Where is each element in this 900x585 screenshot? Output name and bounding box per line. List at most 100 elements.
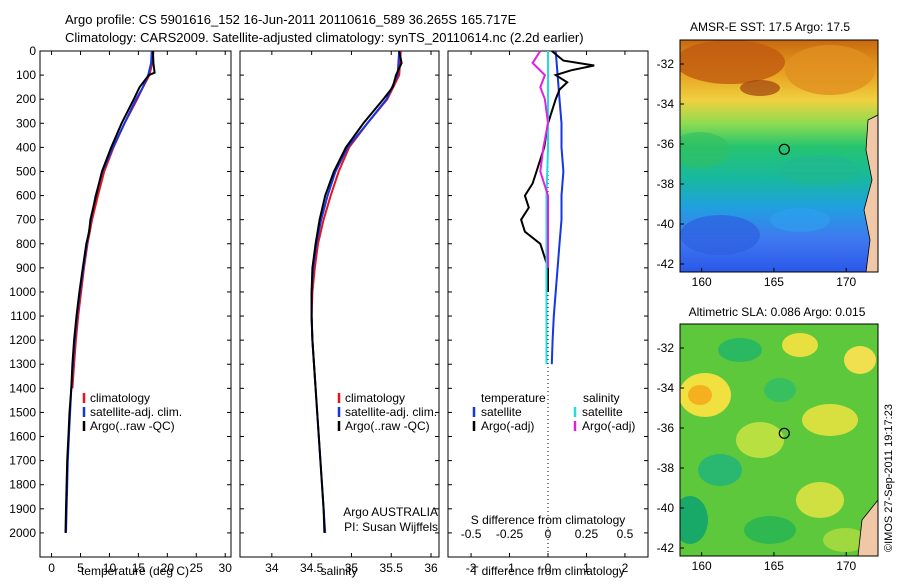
- x-tick-label: 35.5: [380, 561, 404, 575]
- depth-tick-label: 300: [16, 116, 36, 130]
- salinity-panel-frame: [239, 50, 440, 558]
- salinity-legend: climatology satellite-adj. clim. Argo(..…: [337, 391, 437, 433]
- x-tick-label: 25: [190, 561, 204, 575]
- difference-argo-adj-salinity-line: [531, 50, 550, 268]
- x-tick-label: 0: [48, 561, 55, 575]
- x-top-tick-label: -0.25: [496, 527, 524, 541]
- depth-tick-label: 700: [16, 213, 36, 227]
- map-x-tick-label: 160: [692, 275, 712, 289]
- x-tick-label: 20: [161, 561, 175, 575]
- x-tick-label: -1: [504, 561, 515, 575]
- x-tick-label: 35: [345, 561, 359, 575]
- depth-tick-label: 100: [16, 68, 36, 82]
- difference-xlabel-top: S difference from climatology: [471, 513, 626, 527]
- depth-tick-label: 1200: [9, 333, 36, 347]
- depth-tick-label: 1000: [9, 285, 36, 299]
- map-x-tick-label: 170: [836, 275, 856, 289]
- legend-label-satellite: satellite-adj. clim.: [345, 405, 437, 419]
- sla-map-frame: [679, 323, 879, 557]
- map-y-tick-label: -42: [657, 257, 675, 271]
- x-top-tick-label: 0.25: [575, 527, 599, 541]
- x-tick-label: 34: [265, 561, 279, 575]
- x-top-tick-label: 0.5: [617, 527, 634, 541]
- legend-title-temperature: temperature: [481, 391, 546, 405]
- depth-tick-label: 1800: [9, 478, 36, 492]
- legend-label-argo: Argo(..raw -QC): [345, 419, 430, 433]
- difference-legend: temperature salinity satellite Argo(-adj…: [472, 391, 635, 433]
- legend-label-satellite: satellite-adj. clim.: [90, 405, 182, 419]
- map-y-tick-label: -36: [657, 137, 675, 151]
- depth-tick-label: 1600: [9, 430, 36, 444]
- map-y-tick-label: -36: [657, 421, 675, 435]
- header-line1: Argo profile: CS 5901616_152 16-Jun-2011…: [65, 12, 517, 27]
- legend-label-t-satellite: satellite: [481, 405, 522, 419]
- map-y-tick-label: -38: [657, 177, 675, 191]
- legend-label-s-satellite: satellite: [582, 405, 623, 419]
- temperature-panel-frame: [39, 50, 232, 558]
- map-y-tick-label: -40: [657, 217, 675, 231]
- x-tick-label: 0: [545, 561, 552, 575]
- x-tick-label: 34.5: [300, 561, 324, 575]
- depth-tick-label: 0: [29, 44, 36, 58]
- x-tick-label: -2: [466, 561, 477, 575]
- sla-map-title: Altimetric SLA: 0.086 Argo: 0.015: [689, 305, 866, 319]
- axis-ticks: 0100200300400500600700800900100011001200…: [9, 44, 648, 575]
- temperature-argo-raw-qc-line: [64, 50, 156, 533]
- depth-tick-label: 600: [16, 189, 36, 203]
- header-line2: Climatology: CARS2009. Satellite-adjuste…: [65, 30, 584, 45]
- map-y-tick-label: -42: [657, 541, 675, 555]
- salinity-satellite-adj-clim-line: [310, 50, 401, 533]
- salinity-argo-raw-qc-line: [310, 50, 403, 533]
- imos-credit: ©IMOS 27-Sep-2011 19:17:23: [883, 404, 895, 552]
- map-y-tick-label: -34: [657, 97, 675, 111]
- sst-map-title: AMSR-E SST: 17.5 Argo: 17.5: [690, 20, 850, 34]
- map-y-tick-label: -38: [657, 461, 675, 475]
- legend-label-argo: Argo(..raw -QC): [90, 419, 175, 433]
- map-x-tick-label: 160: [692, 559, 712, 573]
- map-y-tick-label: -40: [657, 501, 675, 515]
- depth-tick-label: 1900: [9, 502, 36, 516]
- sst-map-frame: [679, 39, 879, 273]
- map-x-tick-label: 165: [764, 275, 784, 289]
- argo-annotation-line2: PI: Susan Wijffels: [344, 520, 438, 534]
- x-top-tick-label: -0.5: [461, 527, 482, 541]
- difference-xlabel: T difference from climatology: [471, 564, 625, 578]
- salinity-climatology-line: [310, 50, 402, 389]
- sla-map-image: [680, 324, 878, 556]
- depth-tick-label: 800: [16, 237, 36, 251]
- map-x-tick-label: 170: [836, 559, 856, 573]
- sst-map-image: [680, 40, 878, 272]
- x-tick-label: 1: [583, 561, 590, 575]
- x-top-tick-label: 0: [545, 527, 552, 541]
- difference-satellite-salinity-line: [545, 51, 549, 365]
- legend-title-salinity: salinity: [583, 391, 620, 405]
- salinity-xlabel: salinity: [321, 564, 358, 578]
- sla-map-ticks: 160 165 170 -32 -34 -36 -38 -40 -42: [657, 341, 857, 573]
- map-y-tick-label: -32: [657, 57, 675, 71]
- temperature-legend: climatology satellite-adj. clim. Argo(..…: [82, 391, 182, 433]
- depth-tick-label: 200: [16, 92, 36, 106]
- map-x-tick-label: 165: [764, 559, 784, 573]
- x-tick-label: 36: [424, 561, 438, 575]
- depth-tick-label: 500: [16, 164, 36, 178]
- depth-tick-label: 1300: [9, 357, 36, 371]
- difference-satellite-temperature-line: [550, 50, 565, 365]
- depth-tick-label: 1100: [10, 309, 36, 323]
- depth-tick-label: 1700: [9, 454, 36, 468]
- depth-tick-label: 1500: [9, 405, 36, 419]
- x-tick-label: 10: [103, 561, 117, 575]
- difference-argo-adj-temperature-line: [520, 50, 595, 292]
- temperature-xlabel: temperature (deg C): [81, 564, 189, 578]
- legend-label-t-argo: Argo(-adj): [481, 419, 534, 433]
- sla-argo-location-marker: [778, 427, 790, 439]
- depth-tick-label: 1400: [9, 381, 36, 395]
- x-tick-label: 30: [219, 561, 233, 575]
- x-tick-label: 2: [622, 561, 629, 575]
- depth-tick-label: 2000: [9, 526, 36, 540]
- map-y-tick-label: -34: [657, 381, 675, 395]
- x-tick-label: 5: [77, 561, 84, 575]
- depth-tick-label: 900: [16, 261, 36, 275]
- legend-label-s-argo: Argo(-adj): [582, 419, 635, 433]
